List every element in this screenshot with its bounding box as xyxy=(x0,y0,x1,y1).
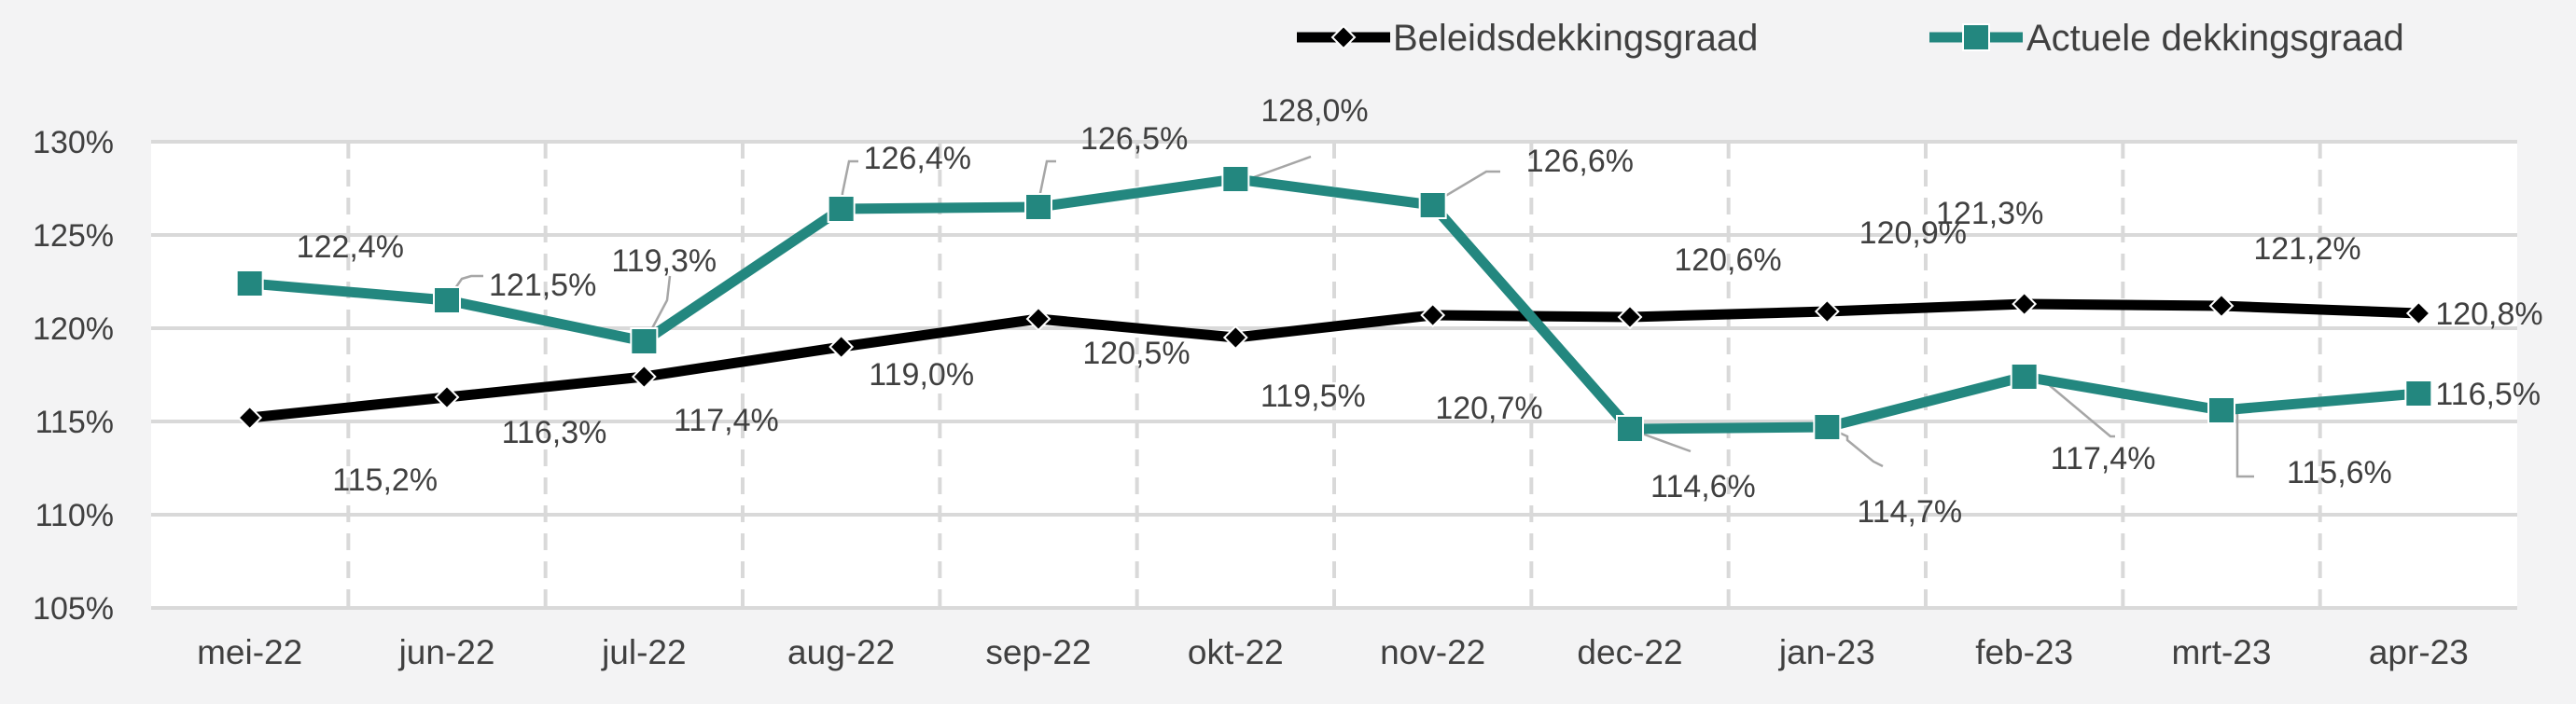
beleidsdekkingsgraad-data-label: 117,4% xyxy=(674,403,779,438)
actuele-dekkingsgraad-marker xyxy=(2404,380,2433,407)
beleidsdekkingsgraad-marker xyxy=(237,405,263,431)
beleidsdekkingsgraad-marker xyxy=(434,384,460,410)
x-tick-label: mrt-23 xyxy=(2172,633,2272,671)
y-axis-ticks: 105% 110% 115% 120% 125% 130% xyxy=(33,125,114,627)
legend-label-actuele-dekkingsgraad: Actuele dekkingsgraad xyxy=(2026,18,2404,59)
actuele-dekkingsgraad-marker xyxy=(1221,165,1250,193)
beleidsdekkingsgraad-line xyxy=(249,298,2419,423)
gridlines xyxy=(151,140,2517,610)
actuele-dekkingsgraad-marker xyxy=(2010,363,2039,391)
x-tick-label: aug-22 xyxy=(787,633,895,671)
beleidsdekkingsgraad-marker xyxy=(631,364,657,390)
actuele-dekkingsgraad-marker xyxy=(827,195,856,223)
data-labels: 115,2% 116,3% 117,4% 119,0% 120,5% 119,5% 120,… xyxy=(297,93,2543,530)
x-tick-label: feb-23 xyxy=(1975,633,2073,671)
actuele-dekkingsgraad-data-label: 122,4% xyxy=(297,229,404,265)
series-markers xyxy=(235,165,2433,443)
y-tick-label: 120% xyxy=(33,311,114,347)
beleidsdekkingsgraad-marker xyxy=(1025,306,1051,332)
actuele-dekkingsgraad-marker xyxy=(1024,193,1052,221)
y-tick-label: 125% xyxy=(33,218,114,254)
actuele-dekkingsgraad-data-label: 126,4% xyxy=(864,141,971,176)
beleidsdekkingsgraad-data-label: 120,8% xyxy=(2435,297,2542,332)
beleidsdekkingsgraad-marker xyxy=(2012,291,2038,317)
legend-label-beleidsdekkingsgraad: Beleidsdekkingsgraad xyxy=(1393,18,1758,59)
y-tick-label: 130% xyxy=(33,125,114,160)
beleidsdekkingsgraad-data-label: 121,2% xyxy=(2253,231,2360,267)
beleidsdekkingsgraad-marker xyxy=(1617,304,1643,330)
actuele-dekkingsgraad-marker xyxy=(2207,396,2235,424)
series-lines xyxy=(249,173,2419,435)
actuele-dekkingsgraad-marker xyxy=(1418,191,1447,219)
x-axis-ticks: mei-22 jun-22 jul-22 aug-22 sep-22 okt-22 nov-… xyxy=(197,633,2469,671)
beleidsdekkingsgraad-data-label: 119,5% xyxy=(1260,379,1366,414)
x-tick-label: mei-22 xyxy=(197,633,302,671)
beleidsdekkingsgraad-marker xyxy=(1420,302,1446,328)
x-tick-label: jun-22 xyxy=(398,633,495,671)
actuele-dekkingsgraad-marker xyxy=(1813,413,1842,441)
actuele-dekkingsgraad-marker xyxy=(1616,415,1644,443)
actuele-dekkingsgraad-data-label: 114,7% xyxy=(1857,494,1962,530)
beleidsdekkingsgraad-data-label: 115,2% xyxy=(332,462,438,498)
x-tick-label: nov-22 xyxy=(1380,633,1485,671)
actuele-dekkingsgraad-marker xyxy=(235,269,264,297)
x-tick-label: okt-22 xyxy=(1188,633,1284,671)
x-tick-label: jan-23 xyxy=(1778,633,1875,671)
legend-marker-beleidsdekkingsgraad xyxy=(1330,24,1357,50)
actuele-dekkingsgraad-data-label: 126,5% xyxy=(1080,121,1188,157)
actuele-dekkingsgraad-marker xyxy=(630,327,659,355)
actuele-dekkingsgraad-marker xyxy=(433,286,461,314)
x-tick-label: apr-23 xyxy=(2369,633,2469,671)
actuele-dekkingsgraad-data-label: 115,6% xyxy=(2287,455,2392,490)
actuele-dekkingsgraad-line xyxy=(249,173,2419,435)
beleidsdekkingsgraad-data-label: 120,9% xyxy=(1859,215,1967,251)
actuele-dekkingsgraad-data-label: 114,6% xyxy=(1650,469,1756,504)
beleidsdekkingsgraad-marker xyxy=(1814,298,1840,324)
actuele-dekkingsgraad-data-label: 119,3% xyxy=(611,243,717,279)
y-tick-label: 110% xyxy=(35,498,114,533)
beleidsdekkingsgraad-data-label: 120,5% xyxy=(1082,336,1190,371)
beleidsdekkingsgraad-data-label: 120,7% xyxy=(1435,391,1542,426)
beleidsdekkingsgraad-marker xyxy=(828,334,855,360)
beleidsdekkingsgraad-marker xyxy=(2405,300,2431,326)
y-tick-label: 105% xyxy=(33,591,114,627)
legend-marker-actuele-dekkingsgraad xyxy=(1962,23,1990,51)
x-tick-label: dec-22 xyxy=(1577,633,1682,671)
beleidsdekkingsgraad-data-label: 121,3% xyxy=(1936,196,2043,231)
beleidsdekkingsgraad-marker xyxy=(2208,293,2235,319)
beleidsdekkingsgraad-data-label: 119,0% xyxy=(869,357,974,393)
actuele-dekkingsgraad-data-label: 116,5% xyxy=(2435,377,2541,412)
actuele-dekkingsgraad-data-label: 117,4% xyxy=(2051,441,2156,476)
x-tick-label: sep-22 xyxy=(985,633,1091,671)
y-tick-label: 115% xyxy=(35,405,114,440)
legend: Beleidsdekkingsgraad Actuele dekkingsgraa… xyxy=(1297,18,2404,59)
beleidsdekkingsgraad-marker xyxy=(1222,324,1248,351)
x-tick-label: jul-22 xyxy=(601,633,687,671)
actuele-dekkingsgraad-data-label: 121,5% xyxy=(489,268,596,303)
beleidsdekkingsgraad-data-label: 120,6% xyxy=(1674,242,1781,278)
actuele-dekkingsgraad-data-label: 128,0% xyxy=(1260,93,1368,129)
beleidsdekkingsgraad-data-label: 116,3% xyxy=(502,415,607,450)
actuele-dekkingsgraad-data-label: 126,6% xyxy=(1526,144,1634,179)
